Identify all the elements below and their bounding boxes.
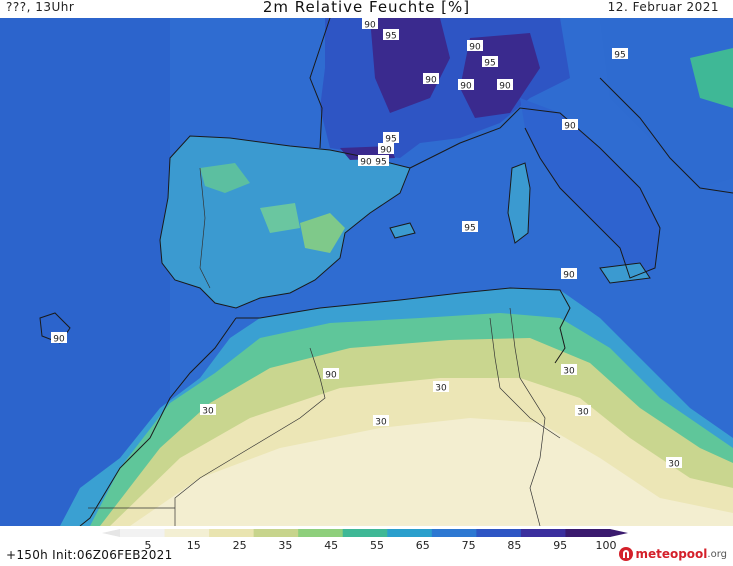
contour-label-bg (467, 40, 483, 51)
logo-name: meteopool (635, 547, 708, 561)
contour-label: 95 (464, 224, 475, 234)
iberia-green-patch (300, 213, 345, 253)
contour-label-bg (482, 56, 498, 67)
contour-label-bg (575, 405, 591, 416)
contour-label-bg (612, 48, 628, 59)
contour-label: 30 (668, 460, 680, 470)
contour-label-bg (200, 404, 216, 415)
legend-arrow-high (610, 529, 628, 537)
legend-tick-label: 55 (370, 539, 384, 552)
corsica-sardinia (508, 163, 530, 243)
legend-swatch (565, 529, 611, 537)
legend-swatch (209, 529, 255, 537)
sicily (600, 263, 650, 283)
logo-tld: .org (707, 548, 727, 560)
legend-tick-label: 35 (278, 539, 292, 552)
contour-label-bg (383, 132, 399, 143)
country-borders (88, 167, 561, 526)
contour-label: 30 (563, 367, 575, 377)
contour-label-bg (561, 268, 577, 279)
contour-label: 95 (385, 32, 396, 42)
legend-swatch (387, 529, 433, 537)
init-time-label: +150h Init:06Z06FEB2021 (6, 548, 173, 562)
legend-swatch (342, 529, 388, 537)
valid-time-label: ???, 13Uhr (6, 0, 75, 14)
italy-land (520, 98, 660, 278)
contour-label-bg (458, 79, 474, 90)
valid-date-label: 12. Februar 2021 (607, 0, 719, 14)
legend-tick-label: 15 (187, 539, 201, 552)
humidity-map: 90 95 90 95 95 90 90 90 90 95 90 95 90 95 90 90 90 30 30 30… (0, 18, 733, 526)
contour-label-bg (383, 29, 399, 40)
legend-tick-label: 95 (553, 539, 567, 552)
contour-label: 90 (364, 21, 376, 31)
map-footer: 5 15 25 35 45 55 65 75 85 95 100 +150h Init:06Z06F… (0, 526, 733, 566)
contour-label: 30 (435, 384, 447, 394)
legend-swatch (253, 529, 299, 537)
legend-swatch (431, 529, 477, 537)
contour-label-bg (358, 155, 374, 166)
contour-label: 90 (469, 43, 481, 53)
contour-label-bg (433, 381, 449, 392)
contour-label-bg (666, 457, 682, 468)
iberia-green-patch (260, 203, 300, 233)
legend-tick-label: 75 (462, 539, 476, 552)
contour-label: 90 (325, 371, 337, 381)
contour-label: 90 (380, 146, 392, 156)
map-header: ???, 13Uhr 2m Relative Feuchte [%] 12. F… (0, 0, 733, 18)
contour-label: 90 (53, 335, 65, 345)
contour-label-bg (423, 73, 439, 84)
contour-label-bg (323, 368, 339, 379)
contour-label: 90 (499, 82, 511, 92)
legend-swatch (520, 529, 566, 537)
contour-label-bg (51, 332, 67, 343)
contour-label: 90 (563, 271, 575, 281)
map-title: 2m Relative Feuchte [%] (262, 0, 471, 16)
coastlines (39, 18, 733, 526)
humid-core (370, 18, 450, 113)
legend-tick-label: 65 (416, 539, 430, 552)
contour-label-bg (378, 143, 394, 154)
contour-label: 90 (460, 82, 472, 92)
legend-arrow-low (102, 529, 120, 537)
contour-label: 95 (375, 158, 386, 168)
contour-label: 95 (614, 51, 625, 61)
color-legend: 5 15 25 35 45 55 65 75 85 95 100 (102, 529, 628, 552)
contour-label: 90 (564, 122, 576, 132)
contour-label-bg (462, 221, 478, 232)
iberia-green-patch (200, 163, 250, 193)
contour-label-bg (362, 18, 378, 29)
contour-label: 30 (577, 408, 589, 418)
legend-tick-label: 100 (596, 539, 617, 552)
contour-label: 30 (202, 407, 214, 417)
contour-label-bg (562, 119, 578, 130)
legend-swatch (164, 529, 210, 537)
meteopool-logo-icon (619, 547, 634, 561)
africa-desert-light (130, 418, 733, 526)
contour-label: 90 (360, 158, 372, 168)
contour-label-bg (373, 155, 389, 166)
humid-core (460, 33, 540, 118)
balkans-green (690, 48, 733, 108)
legend-tick-label: 25 (233, 539, 247, 552)
contour-label: 95 (385, 135, 396, 145)
legend-tick-label: 85 (507, 539, 521, 552)
legend-tick-label: 5 (145, 539, 152, 552)
contour-label: 90 (425, 76, 437, 86)
contour-label: 30 (375, 418, 387, 428)
legend-swatch (120, 529, 166, 537)
legend-swatch (476, 529, 522, 537)
meteopool-logo[interactable]: meteopool .org (619, 544, 727, 564)
legend-tick-label: 45 (324, 539, 338, 552)
contour-label: 95 (484, 59, 495, 69)
contour-label-bg (373, 415, 389, 426)
legend-swatch (298, 529, 344, 537)
contour-label-bg (497, 79, 513, 90)
contour-label-bg (561, 364, 577, 375)
